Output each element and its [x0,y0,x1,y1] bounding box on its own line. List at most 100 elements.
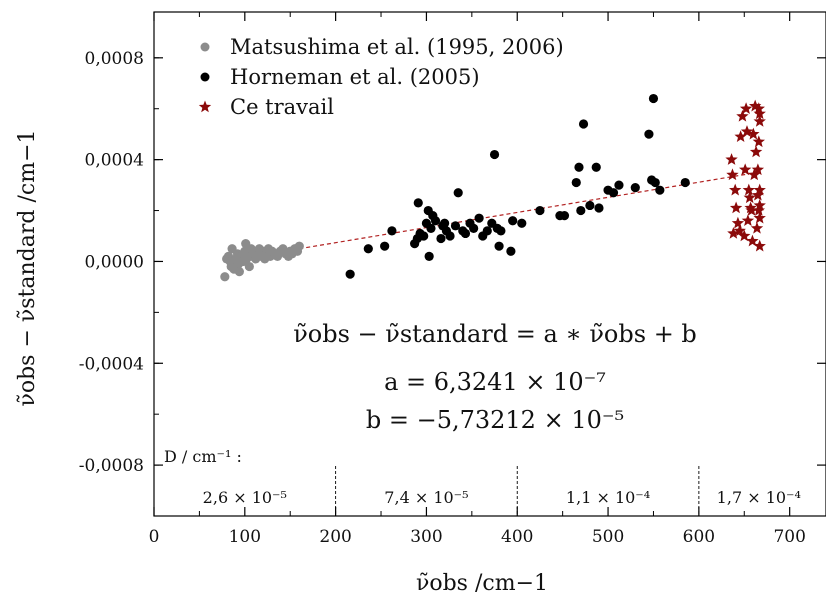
y-tick-label: -0,0008 [79,456,144,476]
data-point-series-2 [753,107,766,120]
data-point-series-1 [482,226,492,236]
x-tick-label: 700 [773,527,805,547]
data-point-series-1 [436,233,446,244]
data-point-series-1 [559,211,570,221]
data-point-series-2 [749,145,763,158]
y-tick-label: 0,0004 [85,151,144,171]
data-point-series-2 [745,204,758,216]
data-point-series-2 [752,135,765,148]
data-point-series-1 [585,200,595,211]
data-point-series-2 [753,114,766,127]
data-point-series-1 [506,246,516,256]
data-point-series-2 [733,224,746,237]
data-point-series-1 [460,228,471,239]
data-point-series-1 [419,231,429,241]
data-point-series-1 [574,162,584,172]
data-point-series-2 [746,234,759,247]
data-point-series-1 [489,149,500,160]
region-header: D / cm⁻¹ : [164,447,242,466]
y-tick-label: 0,0008 [85,49,144,69]
equation-line-1: ν̃obs − ν̃standard = a ∗ ν̃obs + b [293,320,697,348]
data-point-series-1 [655,185,665,195]
y-tick-label: -0,0004 [79,354,144,374]
data-point-series-2 [741,214,755,226]
plot-frame [153,11,826,517]
data-point-series-2 [753,183,766,196]
data-point-series-1 [469,223,479,233]
data-point-series-1 [345,269,355,279]
legend-marker-horneman [200,72,210,82]
data-point-series-1 [439,218,450,228]
legend-marker-ce-travail [198,100,212,113]
data-point-series-1 [380,241,390,251]
x-tick-label: 600 [683,527,715,547]
data-point-series-2 [738,229,751,242]
data-point-series-2 [748,99,762,112]
data-point-series-2 [752,204,765,216]
data-point-series-1 [474,213,484,223]
region-label: 1,1 × 10⁻⁴ [566,488,650,507]
data-point-series-2 [729,201,743,214]
data-point-series-0 [294,241,304,251]
y-axis-title: ν̃obs − ν̃standard /cm−1 [15,129,40,406]
data-point-series-2 [726,168,739,181]
fit-equation: ν̃obs − ν̃standard = a ∗ ν̃obs + b a = 6… [293,320,697,434]
data-point-series-2 [747,127,760,140]
data-point-series-2 [739,163,752,176]
legend-marker-matsushima [200,42,210,52]
x-tick-label: 200 [319,527,351,547]
data-point-series-2 [742,183,755,196]
data-point-series-1 [453,188,463,198]
data-point-series-1 [413,198,423,208]
data-point-series-0 [234,267,244,277]
data-point-series-2 [750,221,764,234]
data-point-series-2 [751,188,765,201]
data-point-series-1 [430,216,441,226]
data-point-series-1 [426,223,436,233]
region-label: 1,7 × 10⁻⁴ [717,488,801,507]
x-tick-label: 300 [410,527,442,547]
data-point-series-2 [753,198,766,211]
data-point-series-2 [734,130,747,142]
data-point-series-2 [727,226,740,239]
x-tick-label: 0 [149,527,160,547]
data-point-series-1 [363,244,373,254]
data-point-series-1 [576,205,586,216]
data-point-series-1 [630,183,640,193]
data-point-series-2 [731,216,745,229]
region-label: 7,4 × 10⁻⁵ [384,488,468,507]
x-tick-label: 500 [592,527,624,547]
data-point-series-1 [445,231,455,241]
data-point-series-1 [517,218,527,228]
x-tick-label: 100 [229,527,261,547]
data-point-series-1 [450,221,461,231]
data-point-series-1 [680,177,690,188]
region-label: 2,6 × 10⁻⁵ [203,488,287,507]
legend-label-ce-travail: Ce travail [230,95,334,119]
data-point-series-1 [535,205,545,216]
data-point-series-2 [753,239,766,252]
data-point-series-2 [753,211,766,224]
data-point-series-1 [591,162,601,172]
data-point-series-2 [751,163,765,176]
equation-line-3: b = −5,73212 × 10⁻⁵ [366,406,624,434]
data-point-series-1 [594,203,604,213]
data-point-series-1 [608,188,619,198]
data-point-series-1 [494,241,504,251]
data-point-series-2 [736,109,749,122]
data-point-series-2 [739,102,753,114]
data-point-series-1 [496,226,506,236]
data-point-series-1 [508,216,518,226]
legend-label-matsushima: Matsushima et al. (1995, 2006) [230,35,564,59]
data-point-series-1 [614,180,624,190]
data-point-series-2 [729,183,742,196]
data-point-series-1 [424,251,434,261]
data-point-series-1 [650,177,660,188]
legend: Matsushima et al. (1995, 2006) Horneman … [198,35,564,119]
data-point-series-1 [578,119,589,129]
data-point-series-1 [387,226,397,236]
data-point-series-2 [725,153,738,165]
data-point-series-0 [220,272,230,282]
equation-line-2: a = 6,3241 × 10⁻⁷ [384,368,606,396]
